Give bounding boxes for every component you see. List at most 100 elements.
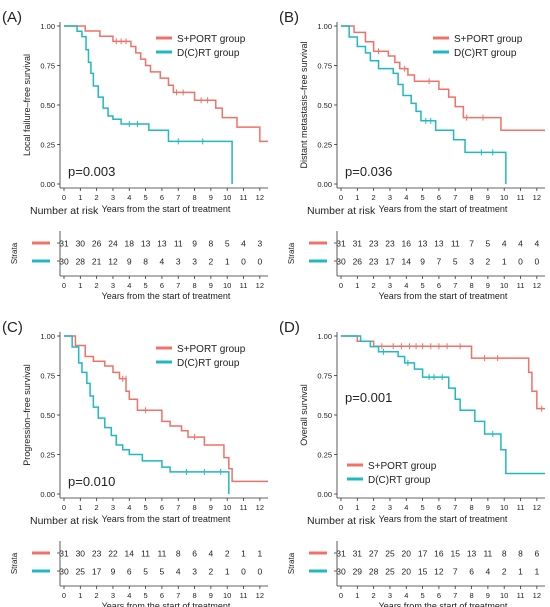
survival-curve-dcrt <box>64 335 230 494</box>
risk-count: 4 <box>241 239 246 249</box>
x-tick-label: 11 <box>240 503 248 512</box>
legend-label: S+PORT group <box>177 344 246 355</box>
risk-x-tick-label: 5 <box>144 281 148 290</box>
risk-count: 13 <box>157 239 167 249</box>
risk-x-tick-label: 9 <box>486 591 490 600</box>
risk-x-tick-label: 1 <box>78 281 82 290</box>
legend-label: S+PORT group <box>454 34 523 45</box>
x-tick-label: 8 <box>192 193 196 202</box>
risk-count: 23 <box>92 549 102 559</box>
legend-label: D(C)RT group <box>454 48 517 59</box>
risk-x-tick-label: 8 <box>469 591 473 600</box>
risk-count: 9 <box>420 257 425 267</box>
y-axis-label: Progression–free survival <box>22 364 32 466</box>
x-axis-label: Years from the start of treatment <box>379 514 508 524</box>
y-tick-label: 0.25 <box>40 141 55 150</box>
risk-count: 7 <box>437 257 442 267</box>
risk-count: 30 <box>59 567 69 577</box>
risk-x-tick-label: 7 <box>453 281 457 290</box>
p-value: p=0.001 <box>345 390 392 405</box>
risk-x-tick-label: 0 <box>62 591 66 600</box>
risk-count: 0 <box>241 257 246 267</box>
risk-count: 5 <box>225 239 230 249</box>
risk-count: 2 <box>209 257 214 267</box>
risk-x-tick-label: 0 <box>62 281 66 290</box>
risk-count: 28 <box>369 567 379 577</box>
x-tick-label: 7 <box>176 503 180 512</box>
risk-count: 3 <box>469 257 474 267</box>
x-tick-label: 3 <box>388 503 392 512</box>
x-axis-label: Years from the start of treatment <box>102 514 231 524</box>
risk-count: 2 <box>486 257 491 267</box>
x-tick-label: 7 <box>176 193 180 202</box>
risk-count: 9 <box>111 567 116 577</box>
risk-count: 5 <box>143 567 148 577</box>
risk-x-tick-label: 6 <box>160 281 164 290</box>
x-tick-label: 2 <box>95 193 99 202</box>
risk-count: 15 <box>451 549 461 559</box>
survival-curve-dcrt <box>64 25 233 184</box>
x-tick-label: 5 <box>144 193 148 202</box>
panel-label: (B) <box>279 9 299 26</box>
risk-x-tick-label: 0 <box>339 591 343 600</box>
risk-x-tick-label: 9 <box>209 591 213 600</box>
risk-count: 14 <box>402 257 412 267</box>
x-tick-label: 2 <box>95 503 99 512</box>
risk-count: 13 <box>141 239 151 249</box>
risk-count: 6 <box>127 567 132 577</box>
risk-count: 14 <box>125 549 135 559</box>
risk-count: 25 <box>385 567 395 577</box>
risk-count: 17 <box>418 549 428 559</box>
risk-count: 30 <box>336 257 346 267</box>
risk-count: 0 <box>534 257 539 267</box>
risk-count: 4 <box>176 567 181 577</box>
risk-count: 29 <box>353 567 363 577</box>
risk-count: 31 <box>336 239 346 249</box>
x-tick-label: 9 <box>486 503 490 512</box>
x-tick-label: 3 <box>111 193 115 202</box>
risk-x-axis-label: Years from the start of treatment <box>379 601 508 607</box>
risk-count: 9 <box>192 239 197 249</box>
risk-count: 1 <box>502 257 507 267</box>
y-axis-label: Distant metastasis–free survival <box>299 41 309 168</box>
x-tick-label: 11 <box>240 193 248 202</box>
risk-count: 26 <box>353 257 363 267</box>
risk-x-tick-label: 9 <box>209 281 213 290</box>
x-tick-label: 1 <box>78 193 82 202</box>
x-tick-label: 6 <box>160 193 164 202</box>
strata-label: Strata <box>287 242 296 264</box>
risk-x-tick-label: 12 <box>533 591 541 600</box>
risk-count: 2 <box>502 567 507 577</box>
risk-x-tick-label: 6 <box>437 591 441 600</box>
risk-count: 24 <box>108 239 118 249</box>
risk-count: 4 <box>534 239 539 249</box>
risk-x-tick-label: 0 <box>339 281 343 290</box>
risk-x-tick-label: 12 <box>256 281 264 290</box>
risk-x-tick-label: 2 <box>95 591 99 600</box>
risk-count: 8 <box>209 239 214 249</box>
risk-x-tick-label: 1 <box>78 591 82 600</box>
x-tick-label: 11 <box>517 193 525 202</box>
risk-x-tick-label: 11 <box>517 591 525 600</box>
x-tick-label: 11 <box>517 503 525 512</box>
risk-count: 1 <box>225 567 230 577</box>
x-tick-label: 4 <box>404 503 408 512</box>
y-tick-label: 0.25 <box>317 451 332 460</box>
risk-count: 20 <box>402 549 412 559</box>
risk-count: 11 <box>141 549 150 559</box>
y-tick-label: 0.25 <box>317 141 332 150</box>
y-tick-label: 0.00 <box>317 490 332 499</box>
risk-x-tick-label: 5 <box>144 591 148 600</box>
risk-x-tick-label: 10 <box>223 281 231 290</box>
risk-x-tick-label: 6 <box>160 591 164 600</box>
risk-x-tick-label: 12 <box>533 281 541 290</box>
x-tick-label: 8 <box>192 503 196 512</box>
risk-x-tick-label: 11 <box>240 281 248 290</box>
x-tick-label: 6 <box>437 193 441 202</box>
risk-count: 28 <box>76 257 86 267</box>
risk-count: 4 <box>518 239 523 249</box>
risk-count: 23 <box>369 239 379 249</box>
x-tick-label: 12 <box>533 193 541 202</box>
risk-x-tick-label: 4 <box>127 281 131 290</box>
risk-count: 1 <box>534 567 539 577</box>
